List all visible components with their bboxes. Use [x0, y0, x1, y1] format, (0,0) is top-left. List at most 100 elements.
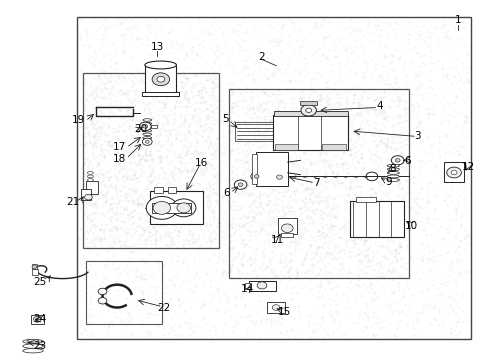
Point — [128, 331, 136, 337]
Point — [100, 192, 108, 197]
Point — [266, 50, 274, 56]
Point — [209, 211, 217, 216]
Point — [293, 269, 301, 275]
Point — [185, 46, 193, 52]
Point — [144, 208, 152, 214]
Point — [305, 91, 313, 97]
Point — [437, 329, 445, 334]
Point — [145, 180, 153, 185]
Point — [321, 116, 329, 122]
Point — [365, 243, 373, 249]
Point — [303, 140, 311, 146]
Point — [348, 48, 356, 53]
Point — [253, 129, 261, 134]
Point — [109, 253, 117, 259]
Point — [210, 214, 218, 220]
Point — [430, 278, 438, 284]
Point — [316, 207, 324, 213]
Point — [207, 237, 215, 243]
Point — [263, 126, 271, 132]
Point — [356, 257, 364, 262]
Point — [181, 96, 188, 102]
Point — [181, 247, 188, 252]
Point — [286, 158, 294, 164]
Point — [87, 165, 95, 171]
Point — [419, 258, 427, 264]
Point — [352, 100, 360, 105]
Point — [259, 116, 267, 122]
Point — [449, 114, 457, 120]
Text: 8: 8 — [388, 163, 395, 174]
Point — [262, 16, 269, 22]
Point — [108, 129, 116, 135]
Bar — [167, 187, 176, 193]
Point — [437, 179, 445, 185]
Point — [312, 109, 320, 115]
Point — [171, 136, 179, 141]
Point — [78, 162, 85, 168]
Point — [362, 120, 369, 125]
Point — [315, 157, 323, 162]
Point — [216, 168, 224, 174]
Point — [184, 98, 192, 104]
Point — [213, 191, 221, 197]
Point — [395, 133, 403, 139]
Point — [461, 71, 468, 76]
Point — [105, 228, 113, 233]
Point — [180, 91, 187, 97]
Point — [225, 137, 233, 143]
Point — [287, 327, 295, 333]
Point — [293, 66, 301, 72]
Point — [276, 314, 284, 320]
Point — [376, 178, 384, 184]
Point — [130, 172, 138, 178]
Point — [447, 305, 455, 311]
Point — [280, 152, 288, 158]
Point — [311, 118, 319, 124]
Point — [413, 332, 421, 338]
Point — [142, 157, 150, 163]
Point — [333, 120, 341, 126]
Point — [249, 106, 257, 112]
Point — [195, 87, 203, 93]
Point — [278, 159, 285, 165]
Point — [461, 228, 468, 233]
Point — [116, 160, 124, 166]
Point — [213, 144, 221, 149]
Point — [194, 93, 202, 98]
Circle shape — [272, 172, 286, 182]
Point — [121, 170, 128, 175]
Point — [402, 118, 410, 124]
Point — [146, 302, 154, 308]
Point — [240, 18, 247, 23]
Point — [174, 195, 182, 201]
Point — [81, 139, 89, 145]
Point — [231, 222, 239, 228]
Point — [101, 68, 109, 73]
Point — [353, 131, 361, 136]
Point — [145, 173, 153, 179]
Point — [364, 289, 371, 295]
Point — [228, 89, 236, 94]
Point — [134, 152, 142, 158]
Point — [118, 225, 125, 231]
Point — [105, 323, 113, 328]
Point — [205, 183, 213, 189]
Point — [396, 236, 404, 242]
Point — [86, 167, 94, 172]
Point — [306, 242, 314, 248]
Point — [164, 112, 172, 118]
Point — [272, 240, 280, 246]
Point — [454, 305, 462, 310]
Point — [212, 284, 220, 290]
Point — [255, 226, 263, 232]
Point — [93, 159, 101, 165]
Point — [179, 44, 186, 49]
Point — [270, 187, 278, 193]
Point — [389, 266, 397, 271]
Point — [292, 119, 300, 125]
Point — [349, 203, 357, 209]
Point — [329, 212, 337, 218]
Point — [258, 255, 266, 261]
Point — [381, 200, 388, 206]
